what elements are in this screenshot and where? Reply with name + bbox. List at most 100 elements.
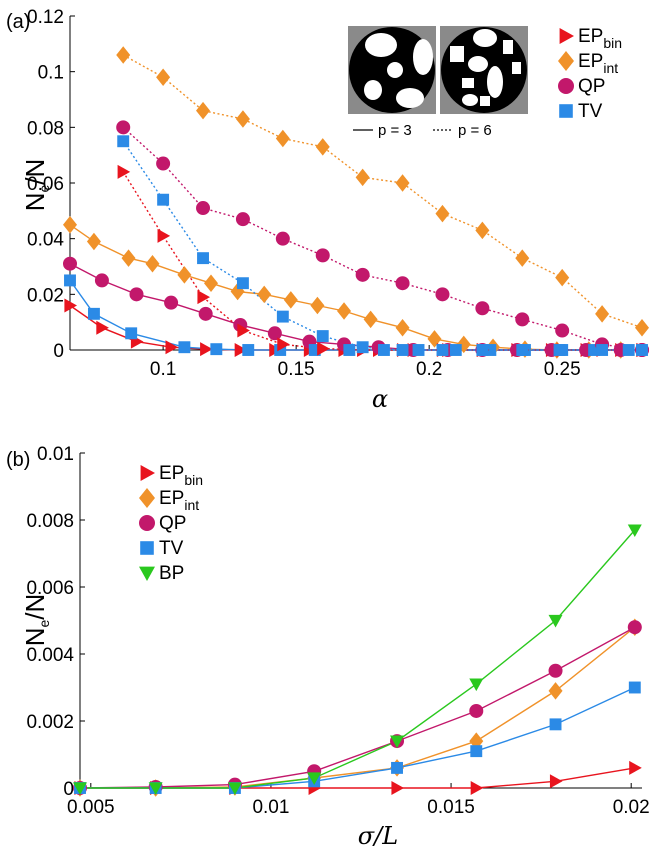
legend-label: QP xyxy=(578,76,605,97)
legend-label: EPbin xyxy=(159,463,203,488)
data-point-tv xyxy=(391,761,403,774)
data-point-ep-int xyxy=(395,318,410,337)
legend-item-ep-int: EPint xyxy=(139,488,199,513)
data-point-tv xyxy=(64,274,76,287)
y-tick-label: 0.06 xyxy=(27,174,64,195)
legend-item-ep-bin: EPbin xyxy=(140,463,203,488)
data-point-bp xyxy=(307,772,322,785)
data-point-tv xyxy=(470,745,483,758)
data-point-qp xyxy=(267,326,282,341)
legend-marker-qp xyxy=(558,78,574,94)
data-point-tv xyxy=(516,344,529,356)
series-line-ep-int-solid xyxy=(69,224,621,351)
data-point-bp xyxy=(227,782,242,795)
y-tick-label: 0.006 xyxy=(26,578,74,599)
data-point-ep-int xyxy=(86,232,101,251)
legend-item-qp: QP xyxy=(558,76,605,97)
data-point-ep-int xyxy=(427,330,442,348)
panel-a-y-axis-label: Ne/N xyxy=(20,159,52,212)
data-point-ep-int xyxy=(145,254,160,273)
series-line-bp-solid xyxy=(80,529,636,789)
data-point-ep-int xyxy=(235,110,250,128)
y-tick-label: 0.1 xyxy=(38,63,64,84)
data-point-ep-int xyxy=(310,296,325,315)
data-point-qp xyxy=(355,267,370,282)
panel-b-y-axis-label: Ne/N xyxy=(20,594,52,647)
data-point-ep-int xyxy=(435,204,450,223)
legend-label: TV xyxy=(159,538,184,559)
legend-marker-tv xyxy=(140,541,154,555)
y-tick-label: 0.02 xyxy=(27,285,64,306)
panel-a-label: (a) xyxy=(6,11,30,33)
data-point-qp xyxy=(555,323,570,338)
legend-item-tv: TV xyxy=(559,101,603,122)
panel-a-markers xyxy=(63,46,649,359)
data-point-tv xyxy=(236,277,249,290)
legend-marker-ep-int xyxy=(139,488,155,508)
data-point-tv xyxy=(316,330,329,343)
data-point-ep-int xyxy=(275,129,290,148)
legend-label: QP xyxy=(159,513,186,534)
panel-a-axes: 0 0.02 0.04 0.06 0.08 0.1 0.12 0.1 0.15 0.2 0.25 xyxy=(27,7,642,380)
data-point-qp xyxy=(196,201,211,216)
data-point-ep-int xyxy=(121,249,136,267)
data-point-qp xyxy=(116,120,131,135)
panel-b-x-axis-label: σ/L xyxy=(358,822,398,850)
legend-marker-ep-bin xyxy=(559,28,574,44)
inset-legend-dotted: p = 6 xyxy=(433,122,492,139)
data-point-tv xyxy=(178,341,191,354)
series-line-qp-solid xyxy=(79,626,636,789)
data-point-ep-int xyxy=(635,318,649,337)
y-tick-label: 0.12 xyxy=(27,7,64,28)
data-point-ep-int xyxy=(283,291,298,309)
data-point-ep-int xyxy=(355,168,370,187)
data-point-tv xyxy=(412,344,425,356)
data-point-qp xyxy=(156,156,171,171)
data-point-qp xyxy=(164,295,179,310)
legend-label: EPint xyxy=(578,51,618,76)
data-point-qp xyxy=(469,703,484,718)
data-point-ep-bin xyxy=(117,164,131,179)
y-tick-label: 0.08 xyxy=(27,118,64,139)
data-point-ep-int xyxy=(156,68,171,86)
data-point-ep-bin xyxy=(197,290,211,305)
data-point-qp xyxy=(395,276,410,291)
legend-marker-bp xyxy=(139,566,155,581)
data-point-tv xyxy=(556,344,569,356)
data-point-bp xyxy=(469,678,484,692)
data-point-tv xyxy=(588,344,601,356)
data-point-ep-bin xyxy=(234,343,248,357)
data-point-ep-int xyxy=(548,682,563,700)
data-point-bp xyxy=(627,524,642,538)
data-point-qp xyxy=(475,301,490,316)
x-tick-label: 0.015 xyxy=(427,797,475,818)
data-point-tv xyxy=(276,310,289,323)
data-point-tv xyxy=(242,344,255,356)
series-line-tv-solid xyxy=(69,279,629,351)
legend-label: EPbin xyxy=(578,26,622,51)
data-point-ep-bin xyxy=(96,320,109,335)
svg-text:p = 6: p = 6 xyxy=(458,122,492,139)
data-point-qp xyxy=(275,231,290,246)
legend-item-ep-bin: EPbin xyxy=(559,26,622,51)
panel-a-x-axis-label: α xyxy=(372,385,388,413)
panel-b-lines xyxy=(79,529,636,789)
data-point-tv xyxy=(87,307,100,320)
data-point-tv xyxy=(197,252,209,265)
y-tick-label: 0.002 xyxy=(26,712,74,733)
svg-text:p = 3: p = 3 xyxy=(378,122,412,139)
data-point-ep-int xyxy=(363,310,378,329)
series-line-ep-int-dotted xyxy=(122,54,643,329)
data-point-ep-bin xyxy=(277,337,290,352)
data-point-ep-int xyxy=(63,216,77,234)
data-point-tv xyxy=(125,327,138,340)
data-point-ep-bin xyxy=(549,774,563,789)
panel-b-markers xyxy=(73,524,642,797)
y-tick-label: 0.01 xyxy=(37,444,74,465)
legend-marker-qp xyxy=(139,515,155,531)
data-point-tv xyxy=(210,343,223,356)
inset-image-p6 xyxy=(440,26,528,114)
